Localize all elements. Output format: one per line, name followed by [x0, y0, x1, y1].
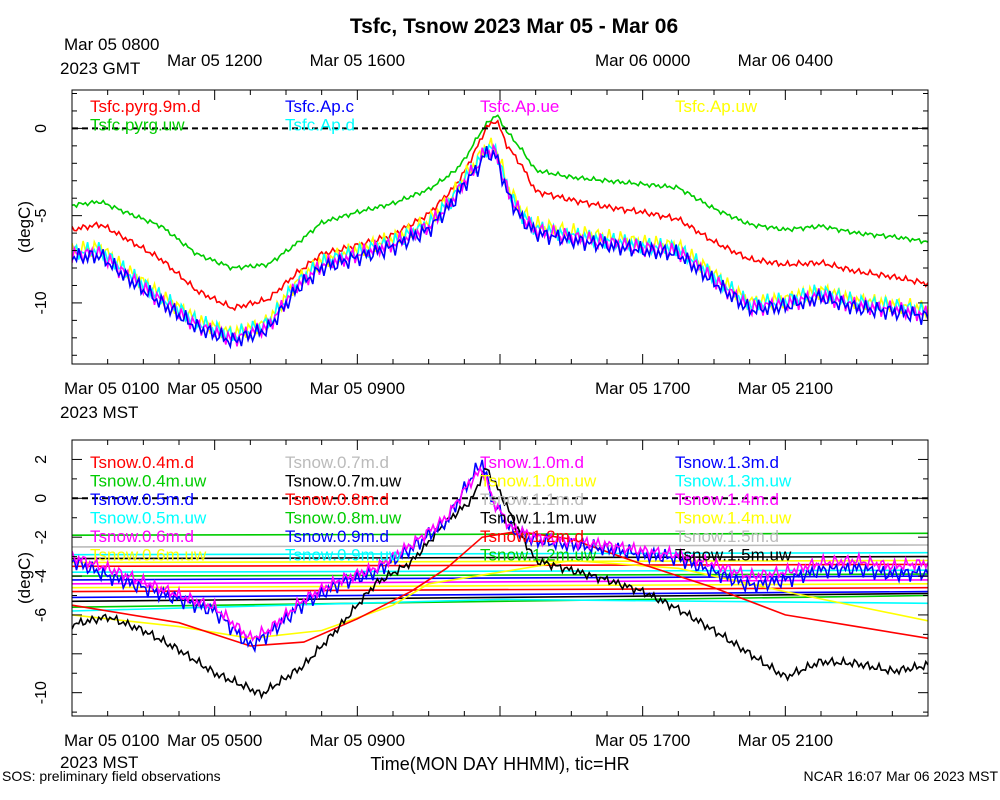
- series-group: [72, 459, 928, 700]
- legend-entry: Tsnow.1.0m.d: [480, 453, 584, 472]
- y-tick-label: -4: [33, 569, 50, 583]
- legend-entry: Tsnow.0.5m.d: [90, 490, 194, 509]
- legend-entry: Tsnow.0.6m.d: [90, 527, 194, 546]
- mst-bottom-first-tick-year: 2023 MST: [60, 753, 138, 772]
- series-line: [72, 559, 928, 640]
- series-line: [72, 530, 928, 647]
- legend-entry: Tsnow.1.4m.d: [675, 490, 779, 509]
- series-line: [72, 555, 928, 560]
- series-line: [72, 551, 928, 556]
- series-line: [72, 459, 928, 654]
- y-axis-label: (degC): [15, 201, 34, 253]
- gmt-tick-label: Mar 06 0400: [738, 51, 833, 70]
- gmt-first-tick-label: Mar 05 0800: [64, 35, 159, 54]
- series-line: [72, 544, 928, 548]
- series-line: [72, 146, 928, 350]
- series-line: [72, 114, 928, 272]
- series-line: [72, 559, 928, 564]
- series-line: [72, 467, 928, 700]
- legend-entry: Tsnow.0.7m.uw: [285, 472, 402, 491]
- y-tick-label: 0: [33, 124, 50, 133]
- series-group: [72, 114, 928, 350]
- legend-entry: Tsnow.0.6m.uw: [90, 546, 207, 565]
- series-line: [72, 594, 928, 608]
- footer-right: NCAR 16:07 Mar 06 2023 MST: [803, 768, 998, 784]
- y-tick-label: -6: [33, 608, 50, 622]
- mst-mid-tick-label: Mar 05 0900: [310, 379, 405, 398]
- y-tick-label: -10: [33, 681, 50, 704]
- legend-entry: Tsnow.0.4m.uw: [90, 472, 207, 491]
- legend-entry: Tsnow.1.2m.uw: [480, 546, 597, 565]
- gmt-tick-label: Mar 06 0000: [595, 51, 690, 70]
- y-tick-label: -5: [33, 208, 50, 222]
- legend-entry: Tsnow.0.7m.d: [285, 453, 389, 472]
- mst-mid-first-tick-year: 2023 MST: [60, 403, 138, 422]
- gmt-tick-label: Mar 05 1200: [167, 51, 262, 70]
- legend-entry: Tsnow.0.8m.d: [285, 490, 389, 509]
- mst-bottom-tick-label: Mar 05 2100: [738, 731, 833, 750]
- series-line: [72, 579, 928, 585]
- y-tick-label: -10: [33, 291, 50, 314]
- series-line: [72, 465, 928, 643]
- legend-entry: Tsnow.1.3m.uw: [675, 472, 792, 491]
- legend-entry: Tsnow.1.2m.d: [480, 527, 584, 546]
- legend-entry: Tsfc.Ap.c: [285, 97, 354, 116]
- gmt-tick-label: Mar 05 1600: [310, 51, 405, 70]
- legend-entry: Tsfc.pyrg.9m.d: [90, 97, 201, 116]
- series-line: [72, 575, 928, 581]
- gmt-first-tick-year: 2023 GMT: [60, 59, 140, 78]
- legend-entry: Tsnow.1.1m.d: [480, 490, 584, 509]
- y-tick-label: 0: [33, 494, 50, 503]
- series-line: [72, 563, 928, 568]
- mst-bottom-first-tick-label: Mar 05 0100: [64, 731, 159, 750]
- tsnow-panel: 2 0 -2 -4 -6 -10 (degC) Tsnow.0.4m.dTsnow.0.4m.…: [15, 439, 929, 717]
- mst-bottom-tick-label: Mar 05 0500: [167, 731, 262, 750]
- chart-title: Tsfc, Tsnow 2023 Mar 05 - Mar 06: [350, 15, 678, 38]
- legend-entry: Tsfc.Ap.uw: [675, 97, 758, 116]
- mst-bottom-tick-label: Mar 05 0900: [310, 731, 405, 750]
- series-line: [72, 569, 928, 573]
- y-tick-label: -2: [33, 530, 50, 544]
- legend-entry: Tsnow.1.0m.uw: [480, 472, 597, 491]
- legend-entry: Tsfc.pyrg.uw: [90, 116, 185, 135]
- footer-left: SOS: preliminary field observations: [2, 768, 221, 784]
- legend-entry: Tsnow.0.9m.d: [285, 527, 389, 546]
- legend-entry: Tsnow.1.3m.d: [675, 453, 779, 472]
- mst-mid-first-tick-label: Mar 05 0100: [64, 379, 159, 398]
- series-line: [72, 590, 928, 599]
- legend-entry: Tsnow.1.5m.d: [675, 527, 779, 546]
- mst-mid-tick-label: Mar 05 0500: [167, 379, 262, 398]
- mst-mid-tick-label: Mar 05 2100: [738, 379, 833, 398]
- legend-entry: Tsnow.0.8m.uw: [285, 509, 402, 528]
- legend-entry: Tsnow.0.5m.uw: [90, 509, 207, 528]
- series-line: [72, 119, 928, 312]
- y-axis-label: (degC): [15, 552, 34, 604]
- legend-entry: Tsfc.Ap.d: [285, 116, 355, 135]
- legend-entry: Tsnow.1.5m.uw: [675, 546, 792, 565]
- legend-entry: Tsnow.1.1m.uw: [480, 509, 597, 528]
- mst-bottom-tick-label: Mar 05 1700: [595, 731, 690, 750]
- series-line: [72, 583, 928, 589]
- x-axis-label: Time(MON DAY HHMM), tic=HR: [370, 754, 629, 774]
- series-line: [72, 586, 928, 593]
- series-line: [72, 142, 928, 342]
- y-tick-label: 2: [33, 455, 50, 464]
- legend-entry: Tsnow.0.9m.uw: [285, 546, 402, 565]
- legend-entry: Tsnow.0.4m.d: [90, 453, 194, 472]
- legend-entry: Tsfc.Ap.ue: [480, 97, 559, 116]
- mst-mid-tick-label: Mar 05 1700: [595, 379, 690, 398]
- legend-entry: Tsnow.1.4m.uw: [675, 509, 792, 528]
